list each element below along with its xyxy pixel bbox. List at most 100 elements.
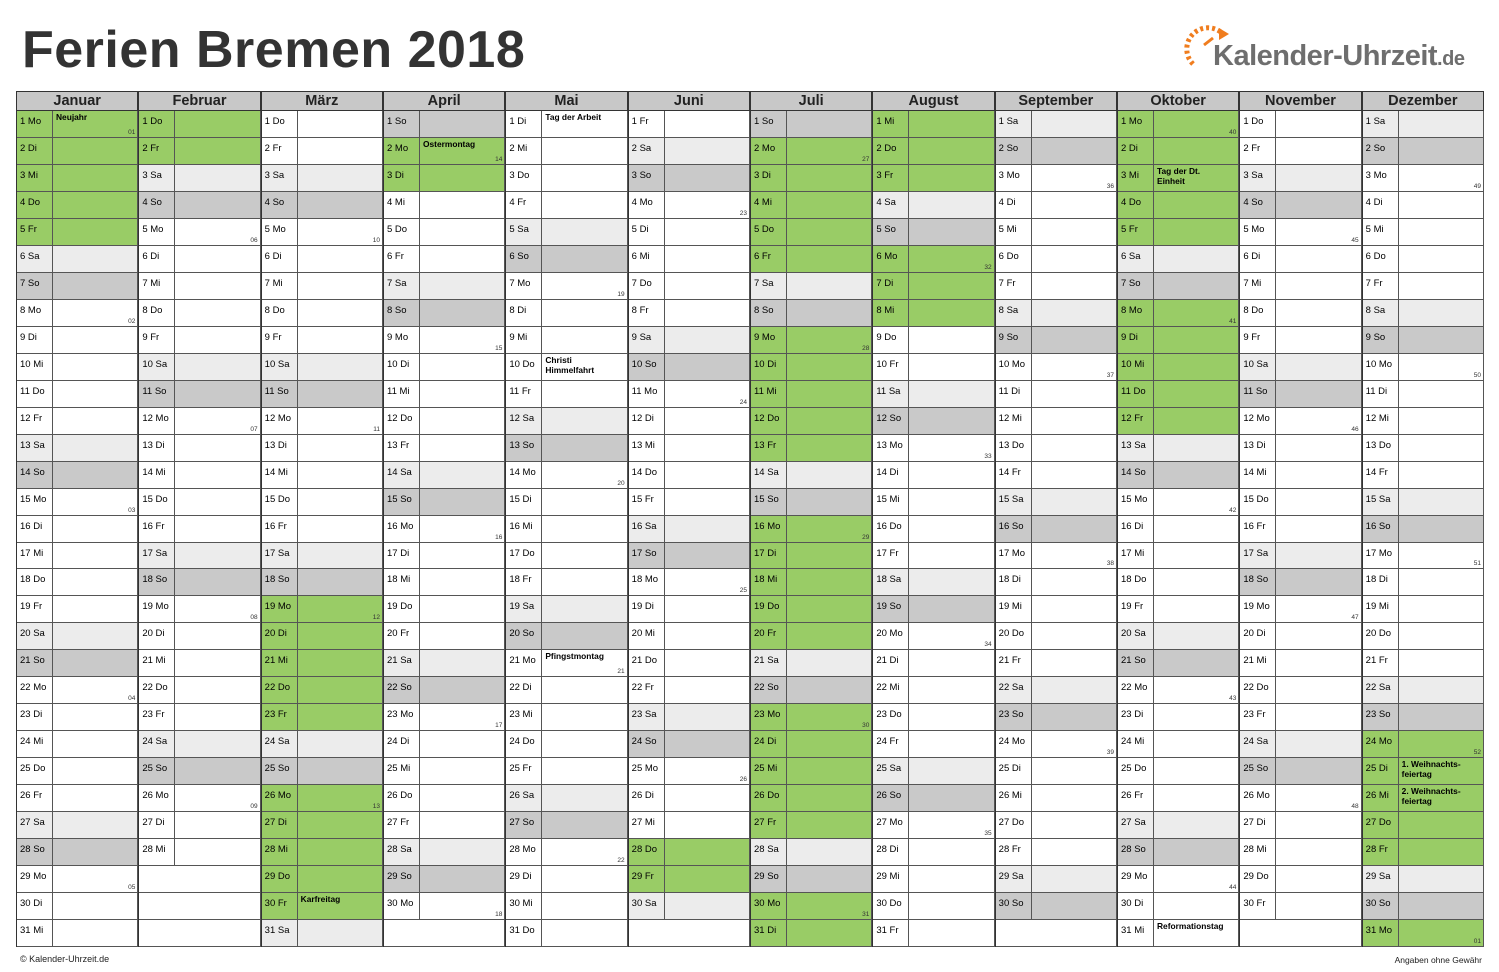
day-body: [298, 219, 382, 245]
day-cell: 16 Do: [873, 515, 995, 543]
day-label: 29 Fr: [628, 866, 665, 893]
day-cell: 17 Mo 38: [995, 542, 1117, 570]
day-cell: 12 So: [873, 407, 995, 435]
day-body: [542, 434, 627, 461]
day-body: [909, 650, 993, 676]
week-number: 09: [250, 803, 258, 811]
day-body: [1276, 812, 1360, 838]
day-body: [175, 137, 260, 164]
day-cell: 29 Mi: [873, 866, 995, 894]
day-cell: 31 Mo 01: [1362, 920, 1484, 948]
day-label: 17 Mo: [996, 542, 1032, 569]
day-body: [53, 461, 138, 488]
day-body: [665, 192, 749, 218]
day-body: [297, 164, 382, 191]
day-body: [1398, 111, 1483, 137]
day-body: [909, 731, 993, 757]
day-label: 16 So: [995, 515, 1032, 542]
day-body: [542, 407, 627, 434]
day-body: [1154, 353, 1239, 380]
day-label: 28 Sa: [384, 839, 420, 866]
day-cell: 27 Fr: [751, 812, 873, 840]
day-body: [53, 731, 137, 757]
day-label: 12 Do: [384, 407, 420, 434]
day-label: 7 Mi: [139, 272, 176, 299]
day-cell: 23 Mo 17: [384, 704, 506, 732]
day-cell: 3 Mi Tag der Dt. Einheit: [1118, 164, 1240, 192]
day-body: [53, 839, 138, 866]
day-label: 18 So: [261, 569, 298, 596]
day-label: 30 Fr: [1240, 893, 1277, 920]
day-body: [787, 785, 872, 812]
day-label: 10 Mi: [17, 353, 53, 380]
day-cell: 28 Fr: [995, 839, 1117, 867]
day-cell: 28 Sa: [751, 839, 873, 867]
day-cell: 11 So: [261, 380, 383, 408]
day-cell: 4 Do: [1118, 191, 1240, 219]
day-label: 20 Mi: [629, 623, 665, 650]
day-cell: 5 So: [873, 218, 995, 246]
day-body: [297, 380, 382, 407]
day-body: [542, 192, 626, 218]
day-label: 20 Di: [1240, 623, 1277, 650]
day-cell: 16 Di: [17, 515, 139, 543]
day-body: [542, 165, 626, 191]
day-body: [297, 569, 382, 596]
day-cell: 21 Mi: [139, 650, 261, 678]
day-body: [664, 731, 749, 758]
day-body: [175, 273, 259, 299]
day-cell: 12 Mi: [1362, 407, 1484, 435]
day-cell: 12 Fr: [17, 407, 139, 435]
week-number: 35: [984, 830, 992, 838]
day-label: 22 Mo: [1118, 677, 1154, 704]
day-body: [297, 812, 382, 839]
day-label: 29 So: [384, 866, 420, 893]
day-body: [1032, 569, 1116, 595]
day-cell: 20 Mi: [628, 623, 750, 651]
day-cell: 8 Di: [506, 299, 628, 327]
day-cell: 9 Di: [1118, 326, 1240, 354]
day-label: 26 Mi: [1362, 785, 1399, 812]
day-body: [420, 137, 505, 164]
day-cell: 21 Do: [628, 650, 750, 678]
month-header: April: [383, 91, 506, 111]
day-body: [665, 435, 749, 461]
day-label: 30 Fr: [261, 893, 298, 920]
week-number: 29: [862, 533, 870, 541]
day-body: [1276, 596, 1360, 622]
day-cell: 21 Sa: [384, 650, 506, 678]
day-body: [1154, 191, 1239, 218]
week-number: 40: [1229, 128, 1237, 136]
day-body: [787, 542, 872, 569]
day-body: [664, 893, 749, 920]
day-body: [665, 273, 749, 299]
day-body: [175, 380, 260, 407]
day-cell: 24 Mi: [1118, 731, 1240, 759]
day-cell: 25 So: [1240, 758, 1362, 786]
day-body: [787, 461, 872, 488]
day-cell: 20 Fr: [384, 623, 506, 651]
week-number: 32: [984, 263, 992, 271]
day-body: [1154, 704, 1238, 730]
day-label: 22 So: [751, 677, 787, 704]
day-label: 29 Mo: [17, 866, 53, 893]
day-body: [53, 245, 138, 272]
day-body: [787, 569, 872, 596]
day-label: 28 Mo: [506, 839, 543, 866]
day-cell: 24 Di: [751, 731, 873, 759]
day-body: [175, 164, 260, 191]
day-body: [1276, 489, 1360, 515]
day-cell: 18 So: [261, 569, 383, 597]
day-cell: [628, 920, 750, 948]
day-body: [420, 543, 504, 569]
day-cell: [384, 920, 506, 948]
day-body: [1399, 543, 1483, 569]
day-body: [1399, 165, 1483, 191]
day-cell: 10 Mi: [1118, 353, 1240, 381]
day-label: 15 Do: [1240, 488, 1277, 515]
day-cell: 2 Mo 27: [751, 137, 873, 165]
day-body: [1154, 623, 1239, 650]
day-label: 6 Sa: [1118, 245, 1154, 272]
week-number: 12: [372, 614, 380, 622]
day-body: [53, 111, 138, 137]
